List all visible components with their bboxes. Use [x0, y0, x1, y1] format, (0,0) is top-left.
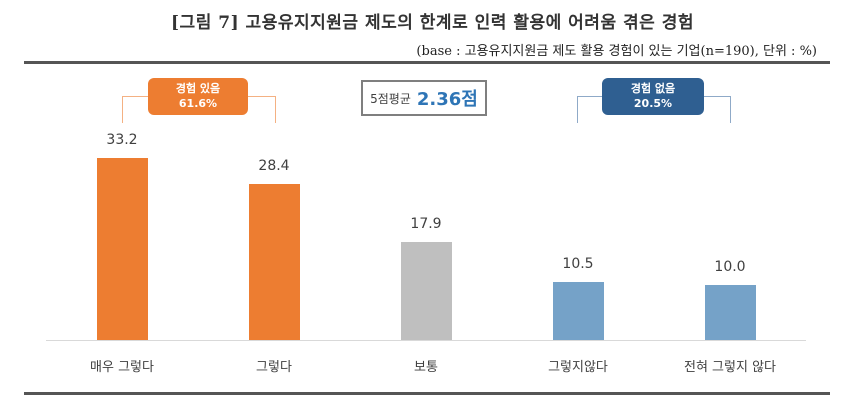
category-label: 그렇지않다	[548, 360, 608, 375]
bar	[249, 184, 300, 340]
top-rule	[24, 61, 830, 64]
bar	[97, 158, 148, 340]
average-value: 2.36점	[416, 89, 478, 110]
category-label: 그렇다	[256, 360, 292, 375]
category-label: 보통	[414, 360, 438, 375]
group-badge-yes-label: 경험 있음	[175, 82, 221, 95]
bar-value-label: 28.4	[258, 158, 290, 174]
bottom-rule	[24, 392, 830, 395]
bar	[401, 242, 452, 340]
category-label: 전혀 그렇지 않다	[684, 360, 776, 375]
average-label: 5점평균	[370, 91, 411, 106]
average-box: 5점평균 2.36점	[361, 80, 487, 116]
bar-value-label: 10.5	[562, 256, 594, 272]
chart-title: [그림 7] 고용유지지원금 제도의 한계로 인력 활용에 어려움 겪은 경험	[171, 13, 694, 33]
category-label: 매우 그렇다	[90, 360, 154, 375]
x-axis-baseline	[46, 340, 806, 341]
bar	[705, 285, 756, 340]
bar-value-label: 33.2	[106, 132, 138, 148]
chart-subtitle: (base : 고용유지지원금 제도 활용 경험이 있는 기업(n=190), …	[416, 44, 817, 59]
group-badge-yes: 경험 있음 61.6%	[148, 78, 248, 115]
group-badge-no-value: 20.5%	[633, 97, 673, 110]
bar	[553, 282, 604, 340]
bar-value-label: 10.0	[714, 259, 746, 275]
group-badge-no: 경험 없음 20.5%	[602, 78, 704, 115]
bar-value-label: 17.9	[410, 216, 442, 232]
group-badge-no-label: 경험 없음	[630, 82, 676, 95]
group-badge-yes-value: 61.6%	[178, 97, 218, 110]
